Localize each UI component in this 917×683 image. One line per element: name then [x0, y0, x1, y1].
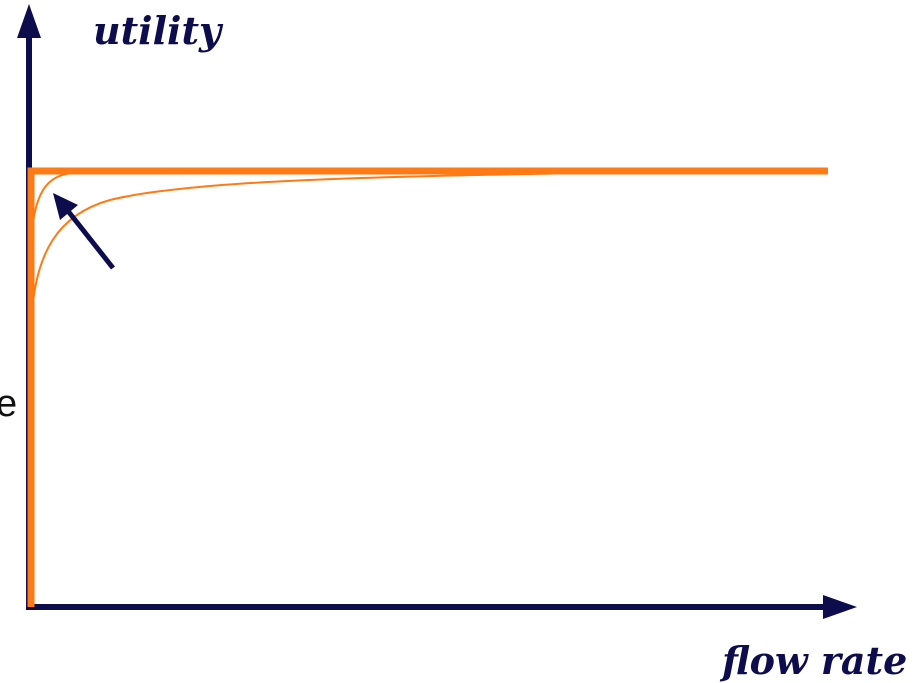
y-axis-arrowhead-icon [17, 4, 41, 38]
step-curve [27, 167, 828, 607]
x-axis-arrowhead-icon [823, 595, 857, 619]
y-axis-label: utility [93, 8, 222, 53]
annotation-arrow-shaft [66, 209, 115, 270]
clipped-text-fragment: e [0, 383, 18, 425]
arrow-icon [53, 193, 78, 220]
sharp-knee-curve [30, 170, 829, 241]
x-axis-label: flow rate [722, 638, 908, 683]
gradual-curve [30, 170, 829, 331]
